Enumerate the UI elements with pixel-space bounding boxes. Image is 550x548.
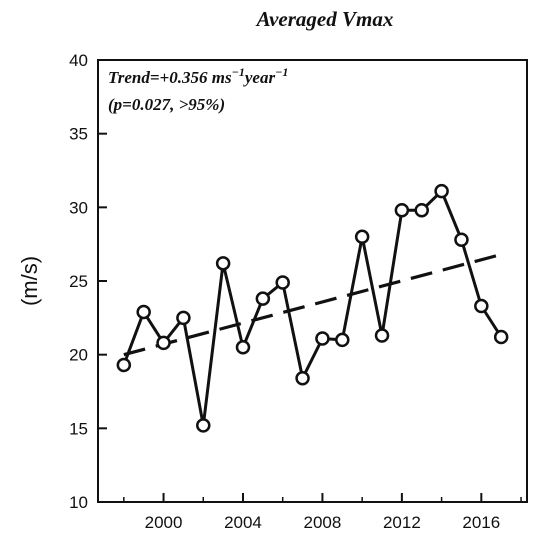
data-point (414, 203, 429, 218)
data-series (122, 189, 503, 427)
chart-title: Averaged Vmax (255, 7, 394, 31)
x-tick-label: 2016 (462, 513, 500, 532)
x-tick-label: 2008 (304, 513, 342, 532)
y-tick-label: 10 (69, 493, 88, 512)
trend-line-path (123, 252, 502, 357)
x-tick-label: 2004 (224, 513, 262, 532)
x-tick-label: 2000 (145, 513, 183, 532)
y-tick-label: 35 (69, 125, 88, 144)
data-point (156, 335, 171, 351)
y-tick-label: 25 (69, 272, 88, 291)
data-point (394, 203, 410, 218)
data-point (235, 340, 251, 355)
y-tick-label: 20 (69, 346, 88, 365)
data-point (454, 232, 469, 247)
data-point (196, 418, 211, 433)
trend-annotation: Trend=+0.356 ms−1year−1 (108, 65, 288, 87)
x-tick-label: 2012 (383, 513, 421, 532)
y-tick-label: 30 (69, 198, 88, 217)
plot-frame (97, 59, 528, 503)
significance-annotation: (p=0.027, >95%) (108, 95, 225, 114)
data-point (434, 183, 449, 199)
data-point (176, 310, 191, 326)
data-point (493, 329, 509, 345)
data-point (474, 298, 489, 314)
y-tick-label: 40 (69, 51, 88, 70)
data-point (315, 331, 330, 346)
data-point (136, 304, 151, 320)
data-point (116, 357, 132, 373)
data-point (335, 332, 350, 348)
series-line (122, 189, 503, 427)
data-point (255, 291, 271, 306)
y-axis: 10 15 20 25 30 35 40 (69, 51, 107, 512)
data-point (374, 328, 390, 343)
trend-line (123, 252, 502, 357)
data-markers (116, 183, 509, 433)
data-point (215, 256, 231, 271)
y-axis-label: (m/s) (17, 256, 42, 306)
data-point (295, 370, 310, 386)
data-point (354, 229, 370, 245)
y-tick-label: 15 (69, 419, 88, 438)
x-axis: 2000 2004 2008 2012 2016 (123, 493, 522, 532)
data-point (275, 275, 290, 290)
